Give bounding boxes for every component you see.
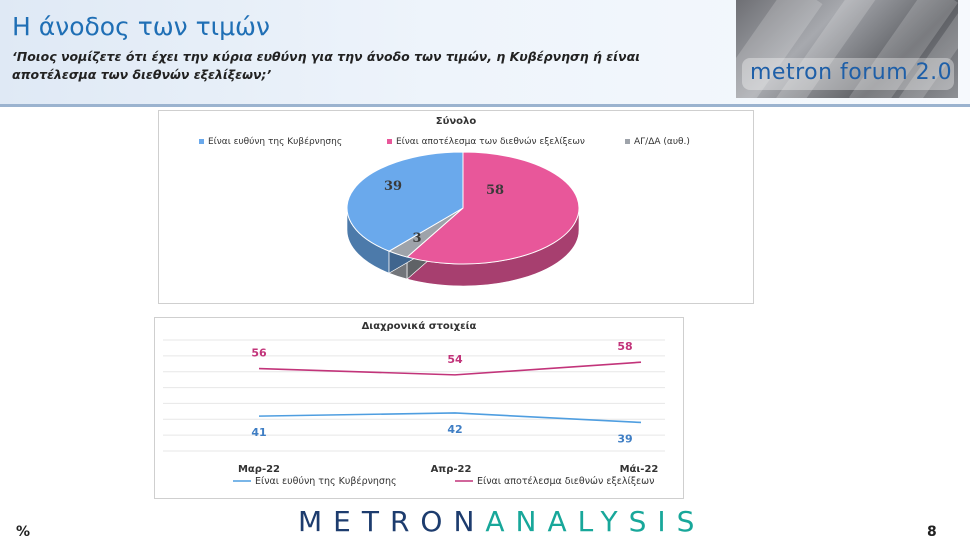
x-tick-label: Μάι-22 bbox=[620, 463, 659, 475]
logo-part-metron: METRON bbox=[298, 505, 485, 538]
forum-label: metron forum 2.0 bbox=[750, 60, 952, 85]
logo-part-analysis: ANALYSIS bbox=[485, 505, 705, 538]
line-data-label: 41 bbox=[251, 426, 266, 439]
line-data-label: 39 bbox=[617, 432, 632, 445]
pie-label-dk: 3 bbox=[412, 231, 421, 246]
line-legend-label: Είναι ευθύνη της Κυβέρνησης bbox=[255, 476, 397, 487]
metron-analysis-logo: METRONANALYSIS bbox=[298, 505, 705, 538]
line-data-label: 42 bbox=[447, 423, 462, 436]
line-data-label: 54 bbox=[447, 353, 463, 366]
page-number: 8 bbox=[927, 524, 937, 540]
slide-title: Η άνοδος των τιμών bbox=[12, 12, 270, 41]
line-data-label: 58 bbox=[617, 340, 632, 353]
pie-chart-panel: Σύνολο Είναι ευθύνη της Κυβέρνησης Είναι… bbox=[158, 110, 754, 304]
line-data-label: 56 bbox=[251, 347, 267, 360]
line-chart: 41 42 39 56 54 58 Μαρ-22 Απρ-22 Μάι-22 Είναι ευθύ… bbox=[155, 318, 683, 498]
survey-question: ‘Ποιος νομίζετε ότι έχει την κύρια ευθύν… bbox=[12, 48, 712, 84]
pie-label-international: 58 bbox=[486, 183, 504, 198]
line-series-government bbox=[259, 413, 641, 423]
x-tick-label: Μαρ-22 bbox=[238, 464, 280, 475]
line-chart-panel: Διαχρονικά στοιχεία 41 42 39 56 54 58 Μαρ-22 Απ… bbox=[154, 317, 684, 499]
percent-sign: % bbox=[16, 524, 30, 540]
pie-label-government: 39 bbox=[384, 179, 402, 194]
line-legend-label: Είναι αποτέλεσμα διεθνών εξελίξεων bbox=[477, 476, 654, 487]
pie-chart: 58 3 39 bbox=[159, 111, 753, 303]
x-tick-label: Απρ-22 bbox=[431, 464, 472, 475]
